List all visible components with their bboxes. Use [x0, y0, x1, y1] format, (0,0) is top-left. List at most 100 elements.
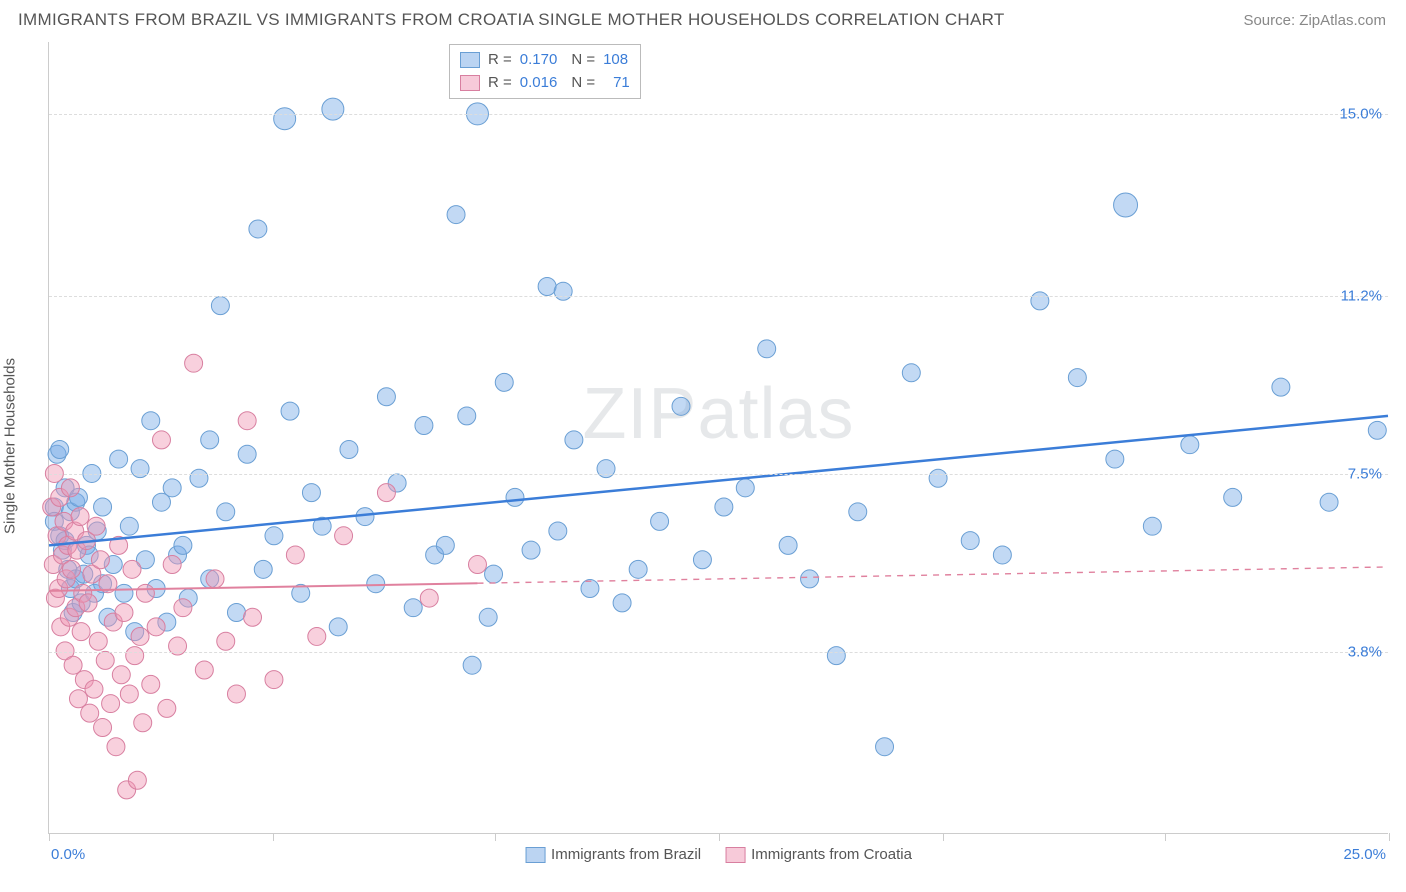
data-point [827, 647, 845, 665]
data-point [463, 656, 481, 674]
data-point [102, 695, 120, 713]
data-point [335, 527, 353, 545]
data-point [538, 278, 556, 296]
data-point [79, 594, 97, 612]
x-tick [1165, 833, 1166, 841]
data-point [672, 397, 690, 415]
data-point [286, 546, 304, 564]
data-point [367, 575, 385, 593]
data-point [377, 388, 395, 406]
data-point [91, 551, 109, 569]
data-point [265, 527, 283, 545]
data-point [1114, 193, 1138, 217]
data-point [758, 340, 776, 358]
data-point [227, 603, 245, 621]
data-point [415, 417, 433, 435]
data-point [89, 632, 107, 650]
data-point [107, 738, 125, 756]
data-point [554, 282, 572, 300]
data-point [126, 647, 144, 665]
legend-swatch-blue [525, 847, 545, 863]
data-point [244, 608, 262, 626]
data-point [115, 584, 133, 602]
plot-area: ZIPatlas R = 0.170 N = 108 R = 0.016 N =… [48, 42, 1388, 834]
data-point [468, 556, 486, 574]
data-point [993, 546, 1011, 564]
data-point [302, 484, 320, 502]
data-point [134, 714, 152, 732]
x-tick [273, 833, 274, 841]
data-point [506, 488, 524, 506]
data-point [110, 450, 128, 468]
data-point [238, 445, 256, 463]
data-point [340, 440, 358, 458]
legend-item-croatia: Immigrants from Croatia [725, 846, 912, 863]
data-point [581, 580, 599, 598]
data-point [1106, 450, 1124, 468]
data-point [902, 364, 920, 382]
data-point [420, 589, 438, 607]
legend-row-croatia: R = 0.016 N = 71 [460, 72, 630, 95]
series-legend: Immigrants from Brazil Immigrants from C… [525, 846, 912, 863]
data-point [1368, 421, 1386, 439]
data-point [217, 503, 235, 521]
data-point [51, 440, 69, 458]
data-point [142, 412, 160, 430]
data-point [522, 541, 540, 559]
r-label: R = [488, 49, 512, 72]
data-point [613, 594, 631, 612]
n-value-croatia: 71 [613, 72, 630, 95]
data-point [94, 498, 112, 516]
data-point [211, 297, 229, 315]
n-label: N = [571, 72, 595, 95]
data-point [308, 627, 326, 645]
data-point [96, 651, 114, 669]
data-point [929, 469, 947, 487]
data-point [801, 570, 819, 588]
data-point [120, 517, 138, 535]
data-point [63, 560, 81, 578]
data-point [565, 431, 583, 449]
grid-line [49, 296, 1388, 297]
data-point [377, 484, 395, 502]
data-point [485, 565, 503, 583]
data-point [1181, 436, 1199, 454]
data-point [147, 618, 165, 636]
x-tick [49, 833, 50, 841]
data-point [447, 206, 465, 224]
legend-swatch-pink [725, 847, 745, 863]
data-point [693, 551, 711, 569]
data-point [227, 685, 245, 703]
data-point [128, 771, 146, 789]
legend-row-brazil: R = 0.170 N = 108 [460, 49, 630, 72]
regression-line-extrapolated [477, 567, 1388, 583]
data-point [238, 412, 256, 430]
data-point [1031, 292, 1049, 310]
data-point [876, 738, 894, 756]
data-point [1143, 517, 1161, 535]
data-point [142, 675, 160, 693]
data-point [495, 373, 513, 391]
data-point [249, 220, 267, 238]
x-tick [719, 833, 720, 841]
x-axis-min-label: 0.0% [51, 846, 85, 863]
data-point [206, 570, 224, 588]
chart-svg [49, 42, 1388, 833]
data-point [195, 661, 213, 679]
source-attribution: Source: ZipAtlas.com [1243, 12, 1386, 29]
y-tick-label: 3.8% [1348, 643, 1382, 660]
data-point [174, 536, 192, 554]
data-point [152, 431, 170, 449]
data-point [961, 532, 979, 550]
data-point [849, 503, 867, 521]
chart-title: IMMIGRANTS FROM BRAZIL VS IMMIGRANTS FRO… [18, 10, 1005, 30]
data-point [185, 354, 203, 372]
data-point [736, 479, 754, 497]
data-point [217, 632, 235, 650]
data-point [1224, 488, 1242, 506]
data-point [115, 603, 133, 621]
data-point [163, 556, 181, 574]
data-point [81, 704, 99, 722]
data-point [651, 512, 669, 530]
data-point [479, 608, 497, 626]
